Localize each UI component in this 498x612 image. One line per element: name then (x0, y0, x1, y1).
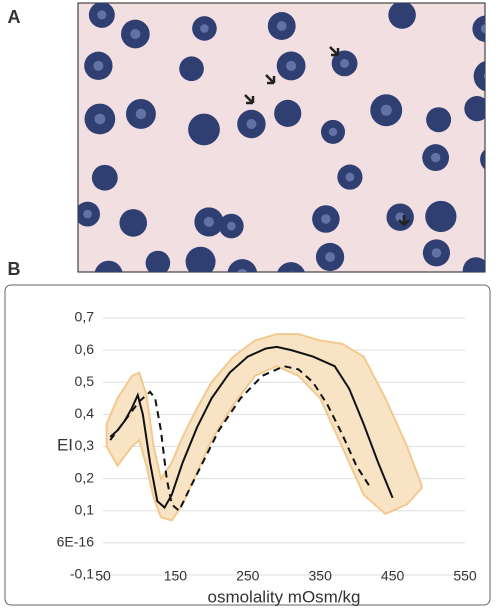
cell (472, 15, 485, 42)
arrow (265, 74, 276, 85)
cell-center (321, 214, 331, 224)
cell-center (328, 127, 338, 137)
cell (91, 164, 118, 191)
y-tick-label: 0,3 (75, 437, 95, 453)
x-axis-title: osmolality mOsm/kg (207, 587, 360, 606)
y-tick-label: -0,1 (70, 566, 94, 582)
panel-label: A (8, 7, 21, 27)
cell-center (94, 113, 106, 125)
cell-center (380, 104, 392, 116)
cell-center (493, 221, 498, 231)
cell (426, 107, 452, 133)
cell-center (83, 209, 92, 219)
cell-center (203, 216, 215, 228)
arrows (244, 46, 410, 226)
x-tick-label: 50 (95, 568, 111, 584)
cell-center (289, 271, 293, 272)
cells (78, 3, 498, 272)
y-tick-label: 0,5 (75, 373, 95, 389)
cell (277, 262, 305, 272)
cell (480, 149, 485, 170)
cell (473, 60, 485, 92)
cell-center (286, 60, 297, 71)
cell-center (395, 212, 405, 222)
cell (227, 259, 258, 272)
cell-center (325, 252, 335, 262)
cell-center (430, 152, 441, 163)
cell (94, 260, 123, 272)
y-axis-title: EI (57, 435, 73, 454)
y-tick-label: 0,4 (75, 405, 95, 421)
cell-center (483, 72, 485, 80)
dashed-line (109, 365, 372, 513)
cell (188, 113, 220, 146)
y-tick-label: 0,2 (75, 469, 95, 485)
cell (145, 250, 171, 272)
cell-center (93, 60, 104, 71)
cell-center (135, 108, 147, 120)
x-tick-label: 450 (381, 568, 405, 584)
cell-center (480, 24, 485, 34)
cell-center (340, 58, 350, 68)
cell (425, 200, 457, 233)
arrow (244, 94, 255, 105)
cell-center (226, 221, 236, 231)
arrow (329, 46, 340, 57)
y-tick-label: 0,1 (75, 501, 95, 517)
cell-center (97, 10, 107, 20)
cell-center (345, 172, 355, 182)
cell-center (431, 248, 442, 258)
cell-center (237, 268, 248, 272)
cell-center (130, 28, 141, 39)
solid-line (109, 345, 394, 510)
cell (462, 257, 485, 272)
y-tick-label: 6E-16 (57, 534, 95, 550)
x-tick-label: 550 (453, 568, 477, 584)
cell-center (276, 21, 287, 31)
x-tick-label: 250 (236, 568, 260, 584)
y-tick-label: 0,6 (75, 341, 95, 357)
cell (274, 99, 302, 127)
cell (185, 246, 216, 272)
arrow (398, 215, 410, 226)
cell-center (488, 155, 497, 164)
x-tick-label: 150 (164, 568, 188, 584)
panel-label: B (8, 259, 21, 279)
cell (464, 95, 485, 122)
x-tick-label: 350 (309, 568, 333, 584)
cell-center (200, 24, 209, 33)
cell (119, 209, 148, 237)
plot: -0,1 6E-16 0,1 0,2 0,3 0,4 0,5 0,6 0,7 50 150 250 35… (57, 309, 477, 584)
y-tick-label: 0,7 (75, 309, 95, 325)
cell (388, 3, 416, 29)
cell (484, 221, 485, 231)
cell (179, 56, 204, 82)
cell-center (246, 119, 257, 129)
